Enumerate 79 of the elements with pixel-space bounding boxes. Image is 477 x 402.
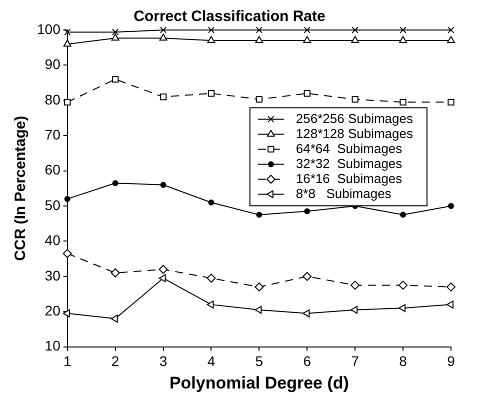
point <box>398 304 406 312</box>
point <box>206 300 214 309</box>
point <box>160 94 167 100</box>
point <box>208 90 215 97</box>
legend-label: 8*8 Subimages <box>296 186 392 201</box>
point <box>110 314 118 323</box>
point <box>304 26 310 34</box>
point <box>351 36 360 44</box>
point <box>446 300 454 309</box>
x-tick-label: 7 <box>351 353 360 370</box>
point <box>400 98 406 106</box>
legend-label: 128*128 Subimages <box>296 126 414 141</box>
point <box>206 274 216 283</box>
point <box>158 274 166 282</box>
x-tick-label: 3 <box>159 353 168 370</box>
y-tick-label: 90 <box>44 56 61 72</box>
point <box>256 26 263 34</box>
point <box>399 36 408 44</box>
point <box>112 76 119 83</box>
y-tick-label: 70 <box>44 126 61 142</box>
legend-label: 32*32 Subimages <box>296 156 403 171</box>
x-tick-label: 4 <box>207 353 216 370</box>
point <box>208 26 215 34</box>
point <box>110 268 120 278</box>
point <box>352 26 358 34</box>
point <box>62 249 72 258</box>
point <box>447 36 455 44</box>
point <box>64 98 71 106</box>
point <box>446 282 456 292</box>
point <box>158 264 168 274</box>
point <box>208 199 214 206</box>
point <box>400 212 406 218</box>
point <box>160 182 166 188</box>
y-tick-label: 40 <box>44 232 61 248</box>
x-tick-label: 5 <box>255 353 264 370</box>
point <box>400 26 406 34</box>
y-tick-label: 10 <box>44 338 61 354</box>
point <box>256 212 262 218</box>
point <box>448 26 454 34</box>
y-tick-label: 80 <box>44 91 61 108</box>
point <box>302 309 310 318</box>
point <box>304 208 310 214</box>
point <box>111 34 120 41</box>
y-tick-label: 100 <box>37 20 61 37</box>
point <box>350 280 360 290</box>
legend-label: 16*16 Subimages <box>296 170 403 186</box>
x-tick-label: 6 <box>303 353 312 370</box>
y-tick-label: 50 <box>44 196 61 213</box>
point <box>448 98 454 106</box>
x-tick-label: 8 <box>399 353 408 370</box>
chart-title: Correct Classification Rate <box>134 8 326 26</box>
point <box>302 272 312 281</box>
point <box>64 196 70 202</box>
point <box>350 306 358 314</box>
y-axis-title: CCR (In Percentage) <box>12 116 30 261</box>
point <box>352 96 358 103</box>
point <box>256 96 263 103</box>
legend-label: 256*256 Subimages <box>296 110 414 126</box>
point <box>303 36 312 44</box>
x-tick-label: 2 <box>111 353 120 370</box>
y-tick-label: 60 <box>44 162 61 178</box>
point <box>255 36 264 44</box>
legend-label: 64*64 Subimages <box>296 140 403 156</box>
point <box>112 180 118 186</box>
x-tick-label: 9 <box>447 353 456 370</box>
point <box>207 36 216 44</box>
point <box>254 282 264 292</box>
y-tick-label: 20 <box>44 302 61 318</box>
point <box>448 203 454 209</box>
point <box>112 28 119 36</box>
y-tick-label: 30 <box>44 267 61 284</box>
point <box>398 280 408 290</box>
x-axis-title: Polynomial Degree (d) <box>169 373 349 392</box>
point <box>254 306 262 314</box>
point <box>62 309 70 318</box>
x-tick-label: 1 <box>63 353 72 370</box>
point <box>159 34 168 41</box>
point <box>304 90 310 97</box>
point <box>160 26 167 34</box>
